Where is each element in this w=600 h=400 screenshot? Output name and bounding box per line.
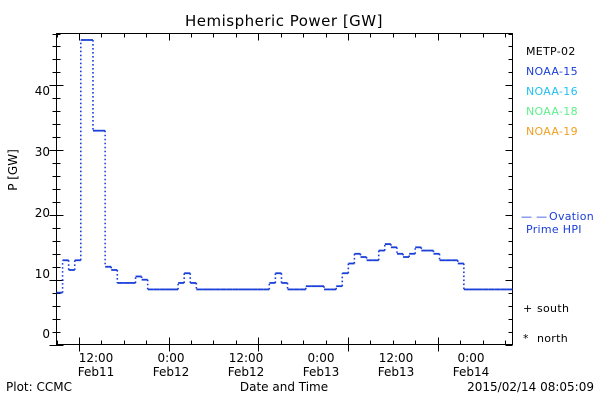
plot-frame [56, 33, 513, 345]
south-label: south [537, 302, 570, 315]
x-tick-date-3: Feb13 [302, 365, 340, 379]
data-series [56, 39, 513, 294]
ovation-prime-hpi-label-line1: Ovation [549, 210, 595, 223]
x-tick-date-5: Feb14 [452, 365, 490, 379]
ovation-marker-icon: — — [521, 210, 548, 223]
y-tick-label-10: 10 [34, 267, 50, 281]
x-tick-time-4: 12:00 [378, 351, 414, 365]
page-title: Hemispheric Power [GW] [185, 12, 383, 30]
y-tick-label-20: 20 [34, 206, 50, 220]
footer-timestamp: 2015/02/14 08:05:09 [467, 380, 594, 394]
south-marker-icon: + [523, 302, 533, 315]
x-tick-date-0: Feb11 [77, 365, 115, 379]
x-tick-time-2: 12:00 [228, 351, 264, 365]
legend-item-noaa-18: NOAA-18 [526, 105, 578, 118]
x-tick-time-1: 0:00 [157, 351, 185, 365]
y-tick-label-40: 40 [34, 84, 50, 98]
axis-ticks [49, 33, 513, 352]
ovation-prime-hpi-label-line2: Prime HPI [526, 223, 582, 236]
x-tick-time-0: 12:00 [78, 351, 114, 365]
x-tick-time-3: 0:00 [307, 351, 335, 365]
x-axis-label: Date and Time [239, 380, 329, 394]
legend-item-noaa-19: NOAA-19 [526, 125, 578, 138]
north-label: north [537, 332, 569, 345]
x-tick-date-4: Feb13 [377, 365, 415, 379]
north-marker-icon: * [523, 332, 529, 345]
x-tick-time-5: 0:00 [457, 351, 485, 365]
x-tick-date-1: Feb12 [152, 365, 190, 379]
x-tick-date-2: Feb12 [227, 365, 265, 379]
legend-item-noaa-16: NOAA-16 [526, 85, 578, 98]
y-tick-label-30: 30 [34, 145, 50, 159]
footer-plot-source: Plot: CCMC [6, 380, 72, 394]
legend-item-noaa-15: NOAA-15 [526, 65, 578, 78]
y-tick-label-0: 0 [42, 327, 50, 341]
legend-item-metp-02: METP-02 [526, 45, 576, 58]
